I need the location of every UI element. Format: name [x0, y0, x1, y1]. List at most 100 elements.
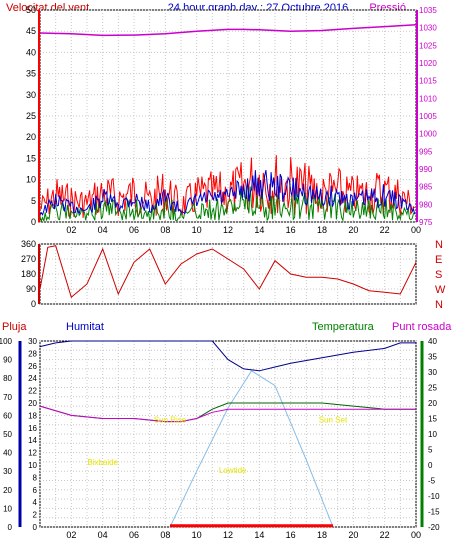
wind-y-tick: 50	[26, 5, 36, 15]
wind-panel-x-tick: 06	[129, 225, 139, 235]
sun-annotation: Sun Rise	[154, 415, 187, 424]
sun-curve	[169, 370, 334, 528]
temperature-y-tick: -15	[428, 508, 440, 517]
wind-y-tick: 10	[26, 175, 36, 185]
wind-dir-avg-line	[39, 186, 416, 223]
wind-panel-x-tick: 10	[192, 225, 202, 235]
wind-panel-x-tick: 04	[98, 225, 108, 235]
humidity-y-tick: 60	[3, 411, 12, 420]
weather-panel-x-tick: 22	[380, 530, 390, 540]
pressure-y-tick: 985	[419, 183, 433, 192]
direction-y-tick: 180	[21, 269, 36, 279]
wind-y-tick: 15	[26, 153, 36, 163]
humidity-y-tick: 10	[3, 504, 12, 513]
temperature-y-tick: 35	[428, 353, 437, 362]
pressure-y-tick: 1005	[419, 112, 437, 121]
wind-y-tick: 25	[26, 111, 36, 121]
sun-annotation: Lowtide	[219, 466, 247, 475]
pressure-y-tick: 995	[419, 147, 433, 156]
humidity-axis-label: Humitat	[66, 321, 104, 333]
temperature-y-tick: 10	[428, 430, 437, 439]
wind-y-tick: 45	[26, 26, 36, 36]
weather-panel-x-tick: 18	[317, 530, 327, 540]
weather-panel-x-tick: 02	[66, 530, 76, 540]
wind-panel-x-tick: 00	[411, 225, 421, 235]
rain-y-tick: 10	[28, 461, 37, 470]
rain-y-tick: 28	[28, 349, 37, 358]
wind-panel-x-tick: 22	[380, 225, 390, 235]
wind-y-tick: 5	[31, 196, 36, 206]
wind-avg-line	[39, 169, 416, 216]
wind-y-tick: 30	[26, 90, 36, 100]
compass-label: E	[435, 254, 442, 266]
pressure-y-tick: 1010	[419, 94, 437, 103]
direction-y-tick: 0	[31, 299, 36, 309]
weather-panel-x-tick: 04	[98, 530, 108, 540]
pressure-y-tick: 980	[419, 200, 433, 209]
weather-panel-x-tick: 00	[411, 530, 421, 540]
wind-panel-x-tick: 02	[66, 225, 76, 235]
humidity-y-tick: 50	[3, 430, 12, 439]
weather-panel-x-tick: 10	[192, 530, 202, 540]
humidity-y-tick: 0	[8, 523, 13, 532]
rain-y-tick: 18	[28, 411, 37, 420]
direction-y-tick: 90	[26, 284, 36, 294]
compass-label: W	[435, 284, 446, 296]
rain-y-tick: 20	[28, 399, 37, 408]
direction-line	[39, 245, 417, 299]
wind-pressure-panel: 02 04 06 08 10 12 14 16 18 20 22 000510152025303540…	[26, 5, 437, 235]
wind-y-tick: 40	[26, 47, 36, 57]
compass-label: N	[435, 299, 443, 311]
temperature-y-tick: 15	[428, 415, 437, 424]
temperature-y-tick: -20	[428, 523, 440, 532]
wind-panel-x-tick: 18	[317, 225, 327, 235]
wind-panel-x-tick: 08	[160, 225, 170, 235]
sun-annotation: Sun Set	[319, 415, 348, 424]
rain-y-tick: 8	[33, 473, 38, 482]
humidity-y-tick: 80	[3, 374, 12, 383]
humidity-y-tick: 100	[0, 337, 13, 346]
pressure-y-tick: 975	[419, 218, 433, 227]
humidity-y-tick: 70	[3, 393, 12, 402]
temperature-y-tick: -5	[428, 477, 436, 486]
rain-y-tick: 22	[28, 387, 37, 396]
temperature-y-tick: 0	[428, 461, 433, 470]
wind-y-tick: 0	[31, 217, 36, 227]
wind-panel-x-tick: 12	[223, 225, 233, 235]
temperature-y-tick: 30	[428, 368, 437, 377]
rain-y-tick: 6	[33, 486, 38, 495]
wind-y-tick: 20	[26, 132, 36, 142]
wind-panel-x-tick: 16	[286, 225, 296, 235]
compass-label: N	[435, 239, 443, 251]
humidity-line	[39, 340, 416, 372]
humidity-y-tick: 40	[3, 449, 12, 458]
direction-y-tick: 360	[21, 239, 36, 249]
pressure-y-tick: 1030	[419, 24, 437, 33]
weather-panel-x-tick: 12	[223, 530, 233, 540]
wind-panel-x-tick: 14	[254, 225, 264, 235]
dew-point-line	[39, 405, 416, 423]
pressure-y-tick: 1020	[419, 59, 437, 68]
weather-panel-x-tick: 14	[254, 530, 264, 540]
pressure-y-tick: 990	[419, 165, 433, 174]
pressure-y-tick: 1035	[419, 6, 437, 15]
sun-annotation: Bixbaide	[87, 458, 118, 467]
rain-y-tick: 14	[28, 436, 37, 445]
temperature-y-tick: -10	[428, 492, 440, 501]
wind-panel-x-tick: 20	[348, 225, 358, 235]
weather-panel-x-tick: 20	[348, 530, 358, 540]
humidity-y-tick: 90	[3, 356, 12, 365]
weather-panel: 02 04 06 08 10 12 14 16 18 20 22 000102030405060708…	[0, 337, 440, 540]
weather-panel-x-tick: 06	[129, 530, 139, 540]
humidity-y-tick: 20	[3, 486, 12, 495]
rain-y-tick: 0	[33, 523, 38, 532]
rain-y-tick: 12	[28, 449, 37, 458]
pressure-y-tick: 1025	[419, 41, 437, 50]
pressure-y-tick: 1000	[419, 130, 437, 139]
rain-y-tick: 30	[28, 337, 37, 346]
temperature-y-tick: 20	[428, 399, 437, 408]
compass-label: S	[435, 269, 442, 281]
humidity-y-tick: 30	[3, 467, 12, 476]
